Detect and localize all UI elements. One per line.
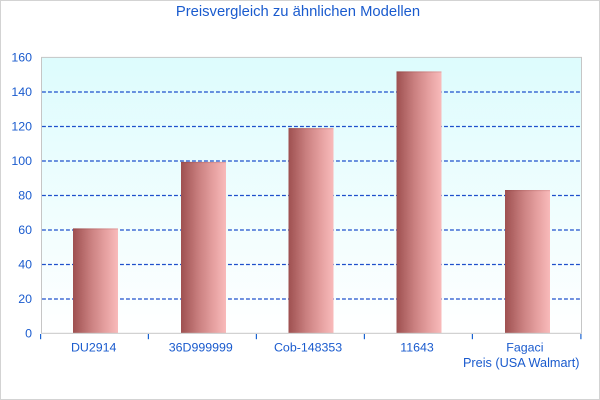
svg-text:36D999999: 36D999999 <box>169 340 233 354</box>
svg-text:Preisvergleich zu ähnlichen Mo: Preisvergleich zu ähnlichen Modellen <box>176 4 420 20</box>
svg-text:Cob-148353: Cob-148353 <box>274 340 342 354</box>
svg-text:DU2914: DU2914 <box>71 340 117 354</box>
svg-text:Preis (USA Walmart): Preis (USA Walmart) <box>463 356 580 370</box>
svg-text:60: 60 <box>18 223 32 237</box>
svg-text:40: 40 <box>18 258 32 272</box>
svg-text:20: 20 <box>18 292 32 306</box>
svg-text:80: 80 <box>18 189 32 203</box>
svg-text:140: 140 <box>11 85 32 99</box>
svg-text:Fagaci: Fagaci <box>506 340 543 354</box>
svg-text:120: 120 <box>11 120 32 134</box>
svg-text:0: 0 <box>25 327 32 341</box>
svg-text:100: 100 <box>11 154 32 168</box>
svg-text:11643: 11643 <box>400 340 434 354</box>
svg-text:160: 160 <box>11 51 32 65</box>
